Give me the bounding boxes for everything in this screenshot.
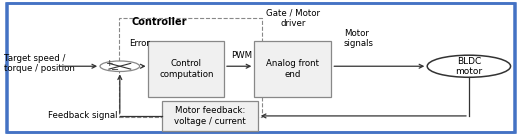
Circle shape [427,55,511,77]
Text: Gate / Motor
driver: Gate / Motor driver [266,8,320,28]
Bar [148,41,224,97]
Text: BLDC
motor: BLDC motor [455,57,482,76]
Text: −: − [111,65,119,75]
Bar [254,41,331,97]
Text: Feedback signal: Feedback signal [48,111,117,120]
Bar [162,101,258,131]
Circle shape [100,61,140,71]
Text: PWM: PWM [231,51,252,60]
Text: Target speed /
torque / position: Target speed / torque / position [4,54,75,73]
Text: Motor feedback:
voltage / current: Motor feedback: voltage / current [174,106,245,126]
Text: Control
computation: Control computation [159,59,214,79]
Text: Motor
signals: Motor signals [344,29,374,48]
Text: +: + [105,59,113,68]
Text: Analog front
end: Analog front end [266,59,319,79]
Bar [119,18,262,117]
Text: Error: Error [129,39,150,48]
Text: Controller: Controller [131,17,187,27]
